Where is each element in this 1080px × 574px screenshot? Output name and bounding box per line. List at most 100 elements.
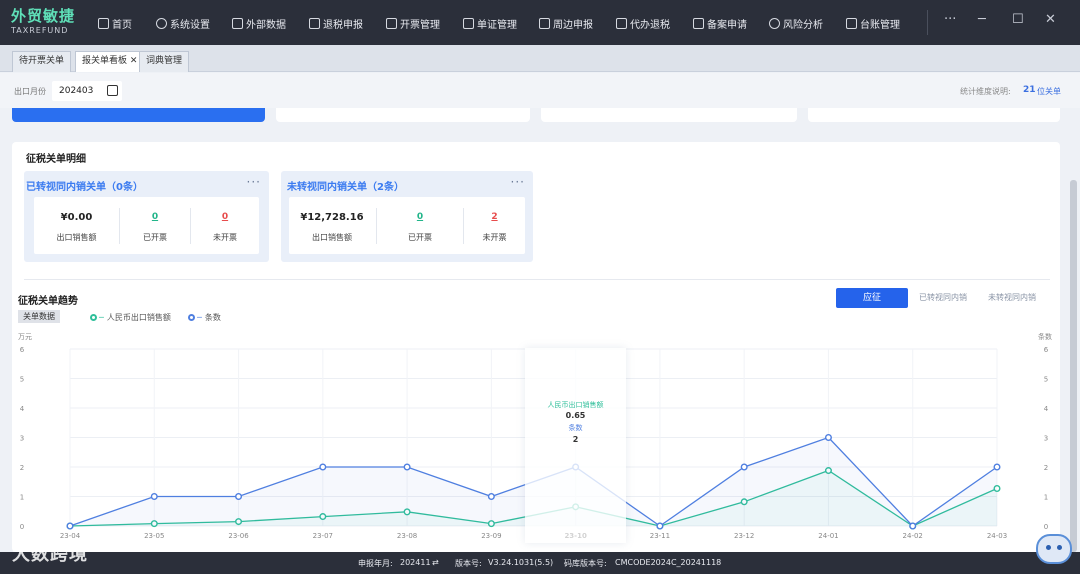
stat-divider <box>190 208 191 244</box>
y-left-unit-label: 万元 <box>18 333 32 341</box>
nav-filing[interactable]: 备案申请 <box>693 15 747 31</box>
data-point <box>235 492 243 500</box>
x-tick-label: 23-11 <box>650 532 670 539</box>
amount-label: 出口销售额 <box>312 233 352 242</box>
not-invoiced-count-link[interactable]: 2 <box>491 212 498 222</box>
tab-dictionary[interactable]: 词典管理 <box>139 51 190 72</box>
app-name-en: TAXREFUND <box>11 26 69 35</box>
code-version-value: CMCODE2024C_20241118 <box>615 558 722 567</box>
tab-customs-board[interactable]: 报关单看板 ✕ <box>75 51 145 72</box>
top-divider <box>927 10 928 35</box>
stat-note-value: 21 <box>1023 85 1036 95</box>
robot-eye <box>1057 545 1062 550</box>
data-point <box>319 513 327 521</box>
data-point <box>740 498 748 506</box>
y-right-tick-label: 1 <box>1044 494 1048 502</box>
unconverted-card-stats: ¥12,728.16 出口销售额 0 已开票 2 未开票 <box>289 197 525 254</box>
more-options-icon[interactable]: ··· <box>246 175 261 189</box>
stat-divider <box>376 208 377 244</box>
y-right-tick-label: 6 <box>1044 346 1049 354</box>
stat-divider <box>119 208 120 244</box>
app-logo: 外贸敏捷 TAXREFUND <box>11 8 75 36</box>
nav-home[interactable]: 首页 <box>98 15 132 31</box>
not-invoiced-count-link[interactable]: 0 <box>221 212 229 222</box>
settings-icon <box>156 17 167 29</box>
vertical-scrollbar[interactable] <box>1070 180 1077 552</box>
assistant-robot-icon[interactable] <box>1036 534 1072 564</box>
data-point <box>150 492 158 500</box>
tax-declaration-detail-panel: 征税关单明细 已转视同内销关单（0条） ··· ¥0.00 出口销售额 0 已开… <box>12 142 1060 552</box>
x-tick-label: 23-06 <box>228 532 249 539</box>
invoiced-stat: 0 已开票 <box>377 197 463 254</box>
robot-eye <box>1046 545 1051 550</box>
app-name-cn: 外贸敏捷 <box>11 7 76 25</box>
external-data-icon <box>232 17 243 29</box>
amount-label: 出口销售额 <box>56 233 97 242</box>
tooltip-sales-label: 人民币出口销售额 <box>547 401 604 409</box>
x-tick-label: 23-04 <box>60 532 81 539</box>
tab-close-icon[interactable]: ✕ <box>129 56 138 66</box>
data-point <box>993 463 1001 471</box>
nav-invoice[interactable]: 开票管理 <box>386 15 440 31</box>
not-invoiced-stat: 2 未开票 <box>464 197 525 254</box>
x-tick-label: 23-07 <box>313 532 333 539</box>
refund-declare-icon <box>309 17 320 29</box>
toggle-levied[interactable]: 应征 <box>836 288 908 308</box>
more-options-icon[interactable]: ··· <box>510 175 525 189</box>
more-menu-button[interactable]: ··· <box>944 12 957 27</box>
section-divider <box>24 279 1050 280</box>
data-point <box>150 520 158 528</box>
maximize-button[interactable]: ☐ <box>1012 12 1024 27</box>
trend-title: 征税关单趋势 <box>18 296 78 307</box>
risk-icon <box>769 17 780 29</box>
legend-sales[interactable]: ─ 人民币出口销售额 <box>90 312 171 323</box>
filing-icon <box>693 17 704 29</box>
swap-icon[interactable]: ⇄ <box>432 558 439 567</box>
x-tick-label: 24-01 <box>818 532 838 539</box>
nav-external-data[interactable]: 外部数据 <box>232 15 286 31</box>
x-tick-label: 23-12 <box>734 532 754 539</box>
nav-ledger[interactable]: 台账管理 <box>846 15 900 31</box>
stat-divider <box>463 208 464 244</box>
data-point <box>909 522 917 530</box>
nav-agent-refund[interactable]: 代办退税 <box>616 15 670 31</box>
summary-card <box>12 108 265 122</box>
unconverted-card-title: 未转视同内销关单（2条） <box>287 182 404 193</box>
invoiced-count-link[interactable]: 0 <box>416 212 424 222</box>
toggle-unconverted[interactable]: 未转视同内销 <box>988 293 1036 302</box>
nav-refund-declare[interactable]: 退税申报 <box>309 15 363 31</box>
converted-card: 已转视同内销关单（0条） ··· ¥0.00 出口销售额 0 已开票 0 未开票 <box>24 171 269 262</box>
tab-pending-invoice[interactable]: 待开票关单 <box>12 51 72 72</box>
customs-data-tag: 关单数据 <box>18 310 60 323</box>
legend-count[interactable]: ─ 条数 <box>188 312 221 323</box>
nav-risk-analysis[interactable]: 风险分析 <box>769 15 823 31</box>
amount-value: ¥0.00 <box>60 212 93 223</box>
close-window-button[interactable]: ✕ <box>1045 12 1056 27</box>
period-value: 202411 <box>400 558 431 567</box>
peripheral-declare-icon <box>539 17 550 29</box>
version-value: V3.24.1031(5.5) <box>488 558 554 567</box>
nav-document[interactable]: 单证管理 <box>463 15 517 31</box>
not-invoiced-label: 未开票 <box>213 233 237 242</box>
y-right-unit-label: 条数 <box>1038 332 1052 341</box>
detail-title: 征税关单明细 <box>26 154 86 165</box>
y-left-tick-label: 0 <box>20 523 24 531</box>
agent-refund-icon <box>616 17 627 29</box>
y-left-tick-label: 5 <box>20 376 24 384</box>
code-version-label: 码库版本号: <box>564 559 607 568</box>
tab-bar: 待开票关单 报关单看板 ✕ 词典管理 <box>0 45 1080 72</box>
nav-peripheral-declare[interactable]: 周边申报 <box>539 15 593 31</box>
invoiced-count-link[interactable]: 0 <box>151 212 159 222</box>
data-point <box>403 463 411 471</box>
nav-settings[interactable]: 系统设置 <box>156 15 210 31</box>
chart-tooltip: 人民币出口销售额 0.65 条数 2 <box>525 348 626 543</box>
data-point <box>487 520 495 528</box>
amount-stat: ¥0.00 出口销售额 <box>34 197 119 254</box>
summary-card-strip <box>0 108 1080 130</box>
amount-stat: ¥12,728.16 出口销售额 <box>289 197 375 254</box>
version-label: 版本号: <box>455 559 482 568</box>
converted-card-title: 已转视同内销关单（0条） <box>26 182 143 193</box>
toggle-converted[interactable]: 已转视同内销 <box>919 293 967 302</box>
export-month-picker[interactable]: 202403 <box>52 81 122 101</box>
minimize-button[interactable]: ─ <box>978 12 986 27</box>
